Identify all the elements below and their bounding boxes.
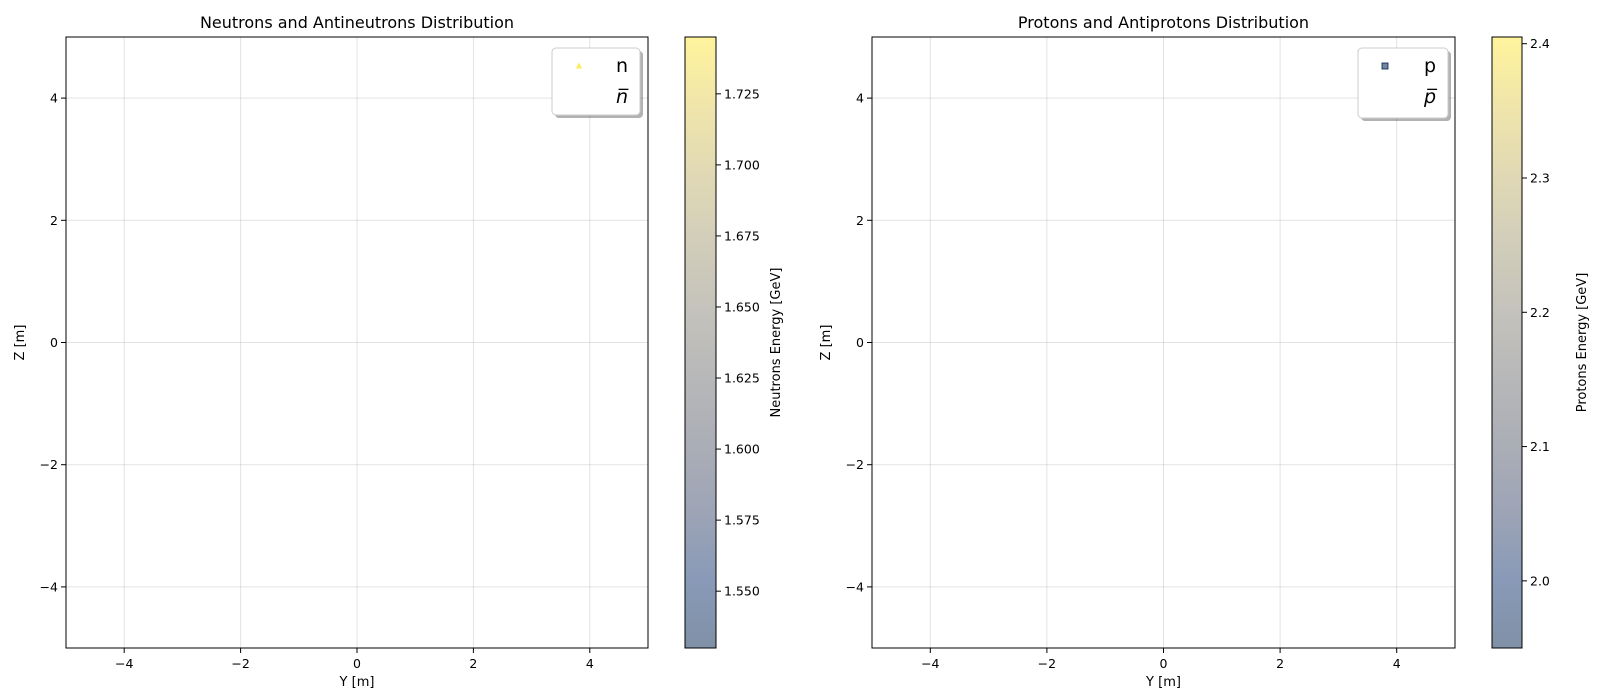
colorbar-tick-label: 2.3 [1530, 171, 1550, 186]
chart-title: Protons and Antiprotons Distribution [1018, 13, 1309, 32]
legend-label: p [1424, 55, 1436, 77]
y-tick-label: 2 [50, 213, 58, 228]
colorbar-tick-label: 1.700 [724, 157, 760, 172]
colorbar-frame [684, 36, 717, 649]
panel-2: −4 −2 0 2 4 −4 −2 0 2 4 Protons and Antiprotons Di… [819, 13, 1590, 690]
y-tick-label: 4 [50, 91, 58, 106]
colorbar-label: Neutrons Energy [GeV] [769, 268, 784, 418]
colorbar-tick-label: 1.550 [724, 584, 760, 599]
colorbar-tick-label: 2.4 [1530, 36, 1550, 51]
legend-label: p̅ [1423, 86, 1438, 108]
chart-title: Neutrons and Antineutrons Distribution [200, 13, 514, 32]
legend-marker-triangle [575, 62, 583, 69]
colorbar-tick-label: 1.725 [724, 86, 760, 101]
x-tick-label: −4 [921, 656, 939, 671]
colorbar: 1.550 1.575 1.600 1.625 1.650 1.675 1.700 1.725… [684, 36, 784, 649]
y-tick-label: −4 [40, 579, 58, 594]
legend-label: n̅ [616, 86, 629, 108]
x-tick-label: 2 [1276, 656, 1284, 671]
x-tick-label: −2 [1038, 656, 1056, 671]
x-tick-label: 0 [1160, 656, 1168, 671]
colorbar-gradient [1492, 37, 1522, 648]
x-tick-label: −2 [231, 656, 249, 671]
colorbar-label: Protons Energy [GeV] [1575, 273, 1590, 413]
y-tick-label: 4 [856, 91, 864, 106]
panel-1: −4 −2 0 2 4 −4 −2 0 2 4 Neutrons and Antineutrons … [13, 13, 784, 690]
legend-marker-square [1381, 62, 1389, 70]
colorbar-tick-label: 2.1 [1530, 439, 1550, 454]
y-tick-label: −2 [846, 457, 864, 472]
colorbar-tick-label: 2.2 [1530, 305, 1550, 320]
colorbar: 2.0 2.1 2.2 2.3 2.4 Protons Energy [GeV] [1491, 36, 1590, 649]
legend: p p̅ [1357, 47, 1451, 121]
x-tick-label: 4 [586, 656, 594, 671]
colorbar-frame [1491, 36, 1523, 649]
y-tick-label: −2 [40, 457, 58, 472]
x-tick-label: 0 [353, 656, 361, 671]
y-tick-label: 2 [856, 213, 864, 228]
colorbar-tick-label: 1.575 [724, 513, 760, 528]
legend-box [551, 47, 641, 116]
colorbar-tick-label: 1.675 [724, 228, 760, 243]
y-tick-label: 0 [50, 335, 58, 350]
legend: n n̅ [551, 47, 643, 118]
y-axis-label: Z [m] [819, 325, 834, 361]
colorbar-tick-label: 1.650 [724, 299, 760, 314]
colorbar-gradient [685, 37, 716, 648]
legend-box [1357, 47, 1449, 119]
y-tick-label: 0 [856, 335, 864, 350]
x-tick-label: −4 [115, 656, 133, 671]
x-axis-label: Y [m] [1145, 675, 1181, 690]
x-tick-label: 2 [469, 656, 477, 671]
colorbar-tick-label: 1.625 [724, 371, 760, 386]
legend-label: n [616, 55, 628, 77]
y-tick-label: −4 [846, 579, 864, 594]
x-axis-label: Y [m] [339, 675, 375, 690]
colorbar-tick-label: 1.600 [724, 442, 760, 457]
y-axis-label: Z [m] [13, 325, 28, 361]
colorbar-tick-label: 2.0 [1530, 573, 1550, 588]
x-tick-label: 4 [1393, 656, 1401, 671]
